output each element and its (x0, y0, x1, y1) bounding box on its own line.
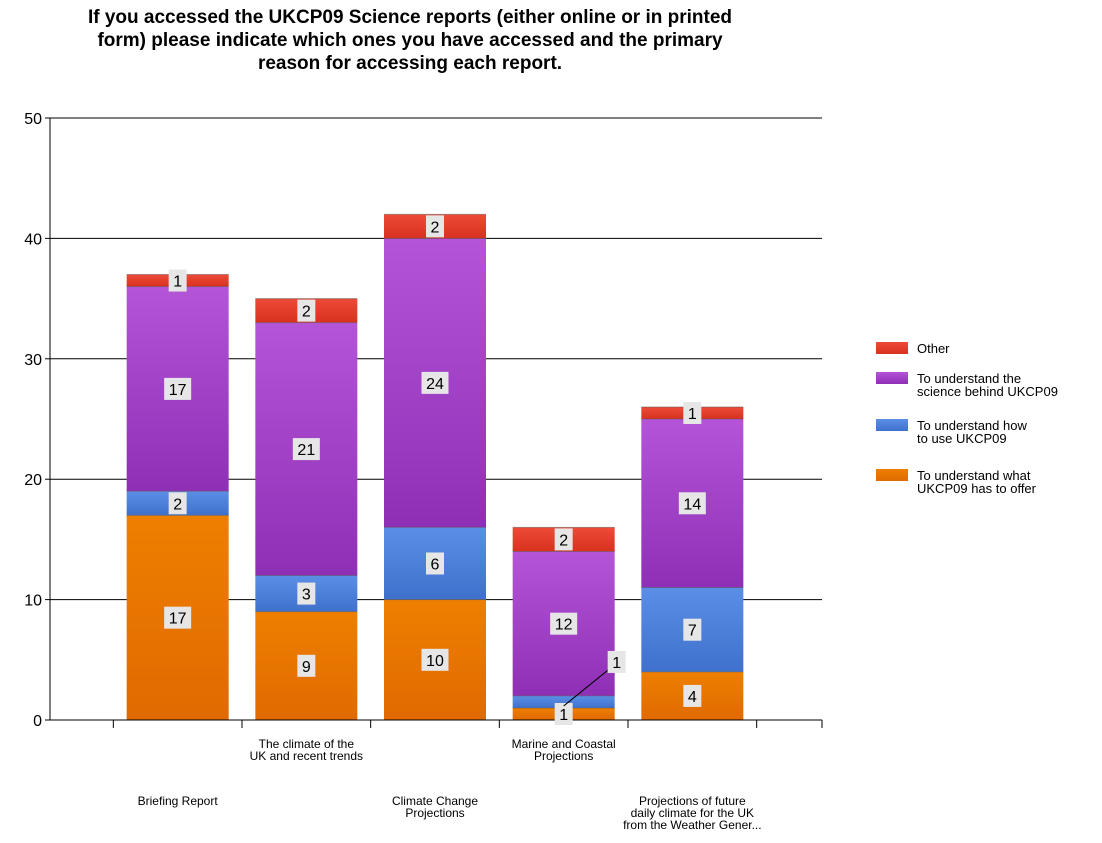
data-label-box (554, 702, 573, 725)
data-label-box (168, 492, 187, 515)
data-label: 2 (431, 219, 440, 236)
data-label: 7 (688, 623, 697, 640)
data-label-box (164, 606, 192, 629)
data-label-leader (563, 667, 611, 707)
data-label-box (607, 650, 626, 673)
data-label-box (426, 552, 444, 575)
data-label-box (292, 438, 320, 461)
data-label-box (683, 684, 702, 707)
data-label: 17 (169, 382, 187, 399)
axes: 0 10 20 30 40 50 Briefing Report The climate of… (24, 111, 823, 832)
data-label: 1 (559, 707, 568, 724)
bar-segment (512, 695, 615, 708)
data-label: 14 (683, 496, 701, 513)
x-category-label: from the Weather Gener... (623, 818, 762, 832)
data-label-box (297, 654, 316, 677)
legend-label: UKCP09 has to offer (917, 481, 1037, 496)
data-label: 2 (559, 532, 568, 549)
data-label: 2 (173, 496, 182, 513)
legend-label: To understand how (917, 418, 1027, 433)
legend-swatch (876, 372, 908, 384)
x-category-label: Projections of future (639, 794, 746, 808)
legend-label: To understand what (917, 468, 1031, 483)
x-category-label: Projections (405, 806, 464, 820)
data-label: 9 (302, 659, 311, 676)
data-label-box (550, 612, 578, 635)
x-category-label: The climate of the (259, 737, 355, 751)
y-tick-label: 10 (24, 593, 42, 610)
legend-label: To understand the (917, 371, 1021, 386)
data-label-box (554, 528, 573, 551)
x-category-label: Projections (534, 749, 593, 763)
data-label: 3 (302, 587, 311, 604)
x-category-label: daily climate for the UK (631, 806, 754, 820)
x-category-label: Climate Change (392, 794, 478, 808)
data-label: 1 (688, 406, 697, 423)
data-label-box (168, 269, 187, 292)
x-category-label: Briefing Report (138, 794, 219, 808)
chart-title-line: reason for accessing each report. (257, 53, 563, 74)
data-label-box (421, 648, 449, 671)
chart-title: If you accessed the UKCP09 Science repor… (0, 6, 820, 75)
bars (126, 213, 744, 720)
data-label-box (297, 299, 316, 322)
y-tick-label: 20 (24, 472, 42, 489)
legend-swatch (876, 419, 908, 431)
data-label: 4 (688, 689, 697, 706)
data-label-box (678, 492, 706, 515)
y-tick-label: 30 (24, 352, 42, 369)
data-label-box (683, 618, 702, 641)
legend-label: science behind UKCP09 (917, 384, 1058, 399)
data-label-box (164, 377, 192, 400)
data-label: 1 (173, 274, 182, 291)
legend-swatch (876, 342, 908, 354)
data-label-box (426, 215, 444, 238)
chart-title-line: If you accessed the UKCP09 Science repor… (87, 7, 733, 28)
data-label: 17 (169, 611, 187, 628)
legend-label: Other (917, 341, 950, 356)
data-label: 21 (297, 442, 315, 459)
data-label: 2 (302, 304, 311, 321)
y-tick-label: 50 (24, 111, 42, 128)
data-label: 1 (612, 655, 621, 672)
x-category-label: UK and recent trends (250, 749, 363, 763)
data-label: 24 (426, 376, 444, 393)
data-label-box (421, 371, 449, 394)
data-label: 12 (555, 617, 573, 634)
data-label: 10 (426, 653, 444, 670)
legend-swatch (876, 469, 908, 481)
x-category-label: Marine and Coastal (512, 737, 616, 751)
chart-title-line: form) please indicate which ones you hav… (97, 30, 723, 51)
data-label-box (683, 401, 702, 424)
data-label: 6 (431, 556, 440, 573)
data-label-box (297, 582, 316, 605)
y-tick-label: 0 (33, 713, 42, 730)
legend-label: to use UKCP09 (917, 431, 1007, 446)
y-tick-label: 40 (24, 231, 42, 248)
